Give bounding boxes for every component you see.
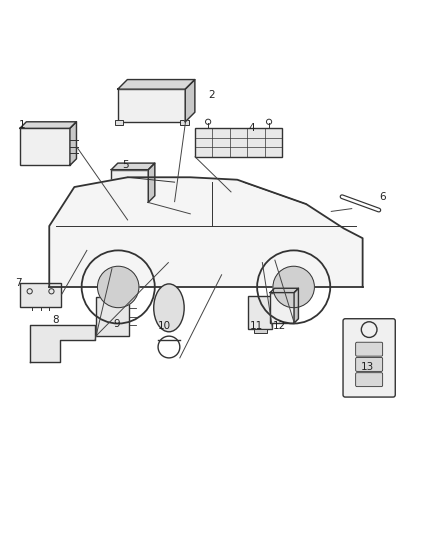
Text: 6: 6 [379,192,385,202]
Bar [115,120,123,125]
Polygon shape [118,79,195,89]
Text: 13: 13 [360,361,374,372]
Text: 10: 10 [158,321,171,331]
Bar [118,89,185,122]
Polygon shape [185,79,195,122]
FancyBboxPatch shape [356,373,383,386]
Text: 7: 7 [15,278,22,288]
Text: 2: 2 [208,90,215,100]
Polygon shape [148,163,155,203]
Polygon shape [111,163,155,169]
Text: 11: 11 [249,321,263,331]
Text: 1: 1 [19,119,25,130]
Bar [96,297,129,336]
Polygon shape [294,288,298,323]
Text: 8: 8 [53,314,59,325]
Circle shape [98,266,139,308]
Polygon shape [270,288,298,293]
Text: 12: 12 [272,321,286,331]
Bar [20,283,61,307]
Bar [270,293,294,323]
Ellipse shape [154,284,184,332]
Circle shape [273,266,314,308]
FancyBboxPatch shape [356,358,383,372]
Bar [195,128,282,157]
Bar [20,128,70,165]
Polygon shape [30,325,95,362]
Bar [111,169,148,203]
Text: 4: 4 [248,123,255,133]
FancyBboxPatch shape [356,342,383,356]
Bar [180,120,188,125]
FancyBboxPatch shape [343,319,395,397]
Text: 9: 9 [113,319,120,329]
Text: 5: 5 [122,160,129,170]
Polygon shape [49,177,363,287]
Polygon shape [70,122,77,165]
Bar [254,329,267,333]
Bar [248,296,272,328]
Polygon shape [20,122,77,128]
